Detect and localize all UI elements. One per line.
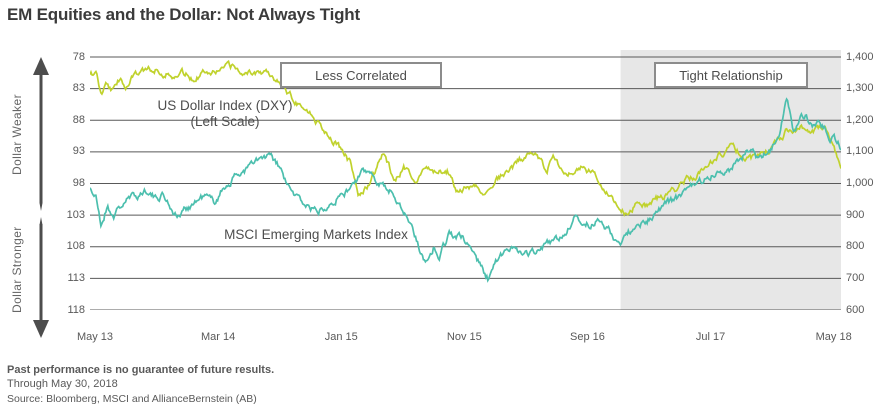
left-axis-tick: 83 [72, 82, 85, 95]
tight-relationship-shaded-region [620, 50, 841, 310]
right-axis-tick: 1,100 [846, 145, 874, 158]
x-axis-tick: Mar 14 [200, 331, 236, 343]
dxy-series-label: US Dollar Index (DXY) [157, 98, 293, 113]
x-axis-tick: Jul 17 [695, 331, 726, 343]
left-axis-label-dollar-weaker: Dollar Weaker [10, 93, 24, 175]
left-axis-tick: 98 [72, 177, 85, 189]
x-axis-tick: Nov 15 [446, 331, 482, 343]
right-axis-tick: 1,400 [846, 50, 874, 63]
right-axis-tick: 600 [846, 303, 865, 316]
left-axis-tick: 113 [67, 271, 85, 284]
right-axis-tick: 1,000 [846, 177, 874, 189]
right-axis-tick: 1,200 [846, 113, 874, 126]
right-axis-tick: 800 [846, 240, 865, 253]
plot-area [90, 50, 841, 310]
footer-through-date: Through May 30, 2018 [7, 378, 118, 390]
left-axis-tick: 88 [72, 113, 85, 126]
left-axis-tick: 103 [66, 208, 85, 221]
right-axis-tick: 900 [846, 208, 865, 221]
right-axis-tick: 700 [846, 271, 865, 284]
x-axis-tick: Sep 16 [570, 331, 605, 343]
x-axis-tick: May 18 [815, 331, 852, 343]
left-axis-tick: 108 [66, 240, 85, 253]
left-axis-tick: 118 [67, 303, 85, 316]
right-axis-tick: 1,300 [846, 82, 874, 95]
tight-relationship-callout: Tight Relationship [654, 62, 808, 88]
msci-line [90, 97, 841, 283]
msci-series-label: MSCI Emerging Markets Index [224, 227, 408, 242]
left-axis-tick: 78 [72, 50, 85, 63]
chart-title: EM Equities and the Dollar: Not Always T… [7, 5, 360, 24]
dxy-series-label-scale: (Left Scale) [190, 114, 260, 129]
x-axis-tick: Jan 15 [324, 331, 358, 343]
left-axis-tick: 93 [72, 145, 85, 158]
footer-disclaimer: Past performance is no guarantee of futu… [7, 364, 275, 376]
x-axis-tick: May 13 [76, 331, 114, 343]
less-correlated-callout: Less Correlated [280, 62, 442, 88]
left-axis-label-dollar-stronger: Dollar Stronger [10, 226, 24, 314]
dxy-line [90, 59, 841, 217]
dollar-direction-arrows-icon [33, 57, 49, 338]
footer-source: Source: Bloomberg, MSCI and AllianceBern… [7, 393, 257, 405]
